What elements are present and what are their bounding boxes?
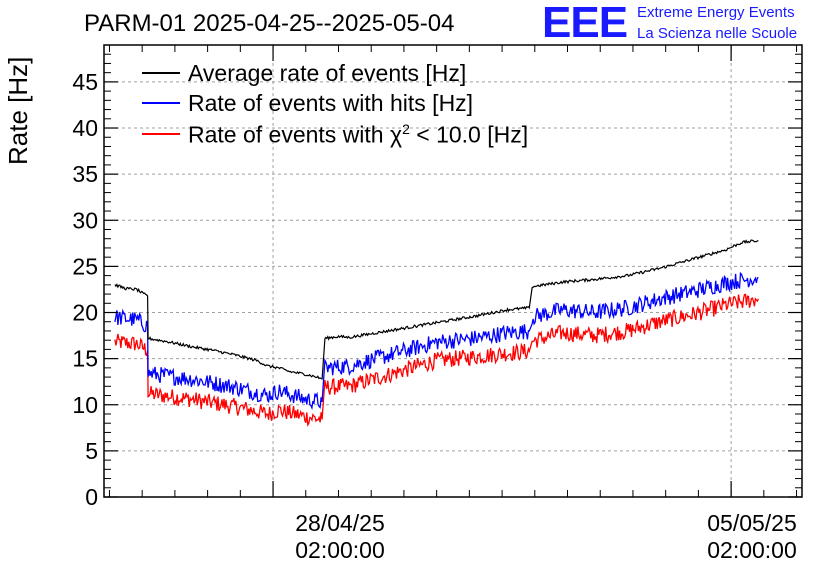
y-tick-label: 40 bbox=[72, 115, 98, 141]
y-tick-label: 0 bbox=[85, 484, 98, 510]
legend-chi2-superscript: 2 bbox=[402, 121, 410, 137]
eee-logo: EEE bbox=[542, 0, 628, 47]
y-tick-label: 35 bbox=[72, 161, 98, 187]
series-2 bbox=[114, 293, 759, 427]
series-1 bbox=[114, 271, 759, 411]
y-tick-label: 45 bbox=[72, 69, 98, 95]
legend-entry-average: Average rate of events [Hz] bbox=[188, 60, 466, 87]
legend-label-chi2: Rate of events with χ bbox=[188, 121, 403, 148]
x-tick-label-2: 05/05/25 02:00:00 bbox=[682, 510, 822, 564]
plot-frame bbox=[103, 44, 803, 498]
y-tick-label: 25 bbox=[72, 253, 98, 279]
y-tick-label: 10 bbox=[72, 392, 98, 418]
logo-line-2: La Scienza nelle Scuole bbox=[637, 25, 798, 42]
logo-line-1: Extreme Energy Events bbox=[637, 4, 795, 21]
legend-label-chi2-rest: < 10.0 [Hz] bbox=[409, 121, 529, 148]
legend-swatches bbox=[142, 72, 180, 135]
y-axis-label: Rate [Hz] bbox=[3, 56, 33, 165]
series-line-2 bbox=[114, 293, 759, 427]
y-tick-label: 20 bbox=[72, 300, 98, 326]
chart-title: PARM-01 2025-04-25--2025-05-04 bbox=[84, 10, 455, 37]
legend-label-hits: Rate of events with hits [Hz] bbox=[188, 90, 474, 116]
legend-label-average: Average rate of events [Hz] bbox=[188, 60, 467, 86]
x-tick-label-1: 28/04/25 02:00:00 bbox=[270, 510, 410, 564]
x-tick-label-1-time: 02:00:00 bbox=[295, 537, 385, 563]
x-tick-label-2-time: 02:00:00 bbox=[707, 537, 797, 563]
y-tick-label: 15 bbox=[72, 346, 98, 372]
x-tick-label-1-date: 28/04/25 bbox=[295, 510, 385, 536]
legend-entry-chi2: Rate of events with χ2 < 10.0 [Hz] bbox=[188, 121, 528, 149]
grid-lines bbox=[104, 45, 802, 497]
y-tick-label: 30 bbox=[72, 207, 98, 233]
legend-entry-hits: Rate of events with hits [Hz] bbox=[188, 90, 473, 117]
series-line-0 bbox=[114, 239, 759, 380]
x-tick-label-2-date: 05/05/25 bbox=[707, 510, 797, 536]
axis-ticks: 0 5 10 15 20 25 30 35 40 45 bbox=[72, 44, 802, 510]
series-0 bbox=[114, 239, 759, 380]
series-layer bbox=[114, 239, 759, 427]
y-tick-label: 5 bbox=[85, 438, 98, 464]
series-line-1 bbox=[114, 271, 759, 411]
